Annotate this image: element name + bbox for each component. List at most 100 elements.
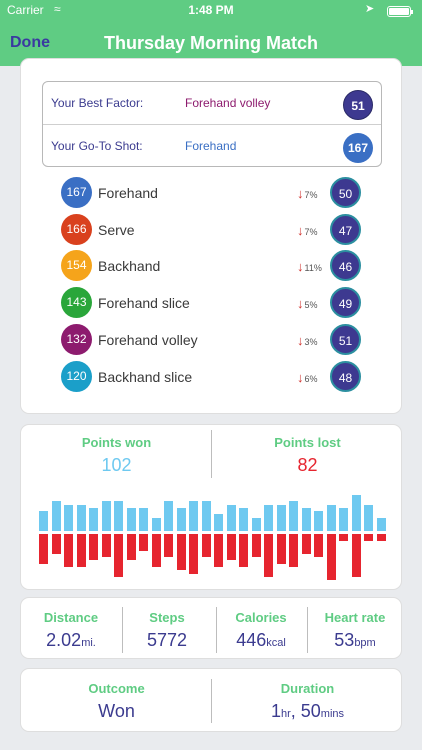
down-arrow-icon: ↓ [297,333,304,348]
lost-bar [377,534,386,541]
down-arrow-icon: ↓ [297,223,304,238]
outcome-value: Won [98,701,135,721]
heart-rate-value: 53bpm [334,630,376,650]
shot-row[interactable]: 154 Backhand ↓11% 46 [61,250,371,282]
won-bar [227,505,236,531]
won-bar [177,508,186,531]
duration-label: Duration [280,681,335,696]
points-won-label: Points won [81,435,152,450]
shot-row[interactable]: 120 Backhand slice ↓6% 48 [61,361,371,393]
shot-name: Forehand volley [98,332,198,348]
best-factor-label: Your Best Factor: [51,96,144,110]
won-bar [64,505,73,531]
goto-shot-label: Your Go-To Shot: [51,139,143,153]
shots-card: Your Best Factor: Forehand volley 51 You… [20,58,402,414]
calories-value: 446kcal [236,630,286,650]
won-bar [352,495,361,531]
shot-row[interactable]: 166 Serve ↓7% 47 [61,214,371,246]
shot-change: ↓7% [297,223,318,238]
steps-value: 5772 [146,630,188,650]
shot-count-badge: 132 [61,324,92,355]
page-title: Thursday Morning Match [103,33,318,53]
won-bar [139,508,148,531]
lost-bar [127,534,136,560]
shot-count-badge: 120 [61,361,92,392]
shot-change: ↓3% [297,333,318,348]
shot-count-badge: 167 [61,177,92,208]
lost-bar [114,534,123,577]
lost-bar [339,534,348,541]
lost-bar [152,534,161,567]
battery-icon [387,6,413,17]
status-bar: Carrier ≈ 1:48 PM ➤ [0,2,422,19]
won-bar [127,508,136,531]
won-bar [189,501,198,531]
distance-value: 2.02mi. [46,630,96,650]
points-lost-label: Points lost [274,435,341,450]
nav-header: Carrier ≈ 1:48 PM ➤ Done Thursday Mornin… [0,0,422,66]
shot-score: 48 [330,361,361,392]
lost-bar [302,534,311,554]
won-bar [39,511,48,531]
carrier-label: Carrier [7,3,44,17]
won-bar [77,505,86,531]
lost-bar [189,534,198,574]
shot-count-badge: 154 [61,250,92,281]
goto-shot-value: Forehand [185,139,237,153]
shot-row[interactable]: 143 Forehand slice ↓5% 49 [61,287,371,319]
shot-row[interactable]: 167 Forehand ↓7% 50 [61,177,371,209]
location-icon: ➤ [365,3,375,15]
won-bar [264,505,273,531]
lost-bar [214,534,223,567]
clock: 1:48 PM [188,3,234,17]
won-bar [89,508,98,531]
won-bar [214,514,223,531]
lost-bar [52,534,61,554]
shot-count-badge: 143 [61,287,92,318]
best-factor-score: 51 [343,90,373,120]
points-lost-value: 82 [297,455,318,475]
shot-count-badge: 166 [61,214,92,245]
won-bar [327,505,336,531]
lost-bar [252,534,261,557]
shot-name: Forehand [98,185,158,201]
shot-change: ↓7% [297,186,318,201]
won-bar [289,501,298,531]
wifi-icon: ≈ [54,2,61,16]
lost-bar [264,534,273,577]
lost-bar [227,534,236,560]
goto-shot-count: 167 [343,133,373,163]
shot-change: ↓6% [297,370,318,385]
won-bar [277,505,286,531]
lost-bar [202,534,211,557]
lost-bar [139,534,148,551]
lost-bar [89,534,98,560]
won-bar [377,518,386,531]
duration-value: 1hr, 50mins [270,701,345,721]
shot-score: 49 [330,287,361,318]
shot-name: Backhand slice [98,369,193,385]
goto-shot-row: Your Go-To Shot: Forehand 167 [43,125,381,168]
down-arrow-icon: ↓ [297,296,304,311]
divider [122,607,123,653]
done-button[interactable]: Done [10,34,50,51]
lost-bar [102,534,111,557]
won-bar [164,501,173,531]
outcome-label: Outcome [88,681,145,696]
best-factor-row: Your Best Factor: Forehand volley 51 [43,82,381,125]
points-chart [36,481,386,581]
won-bar [114,501,123,531]
down-arrow-icon: ↓ [297,186,304,201]
lost-bar [314,534,323,557]
won-bar [252,518,261,531]
divider [216,607,217,653]
shot-score: 50 [330,177,361,208]
shot-name: Serve [98,222,135,238]
lost-bar [64,534,73,567]
won-bar [239,508,248,531]
lost-bar [327,534,336,580]
won-bar [314,511,323,531]
won-bar [202,501,211,531]
shot-row[interactable]: 132 Forehand volley ↓3% 51 [61,324,371,356]
shot-name: Forehand slice [98,295,190,311]
